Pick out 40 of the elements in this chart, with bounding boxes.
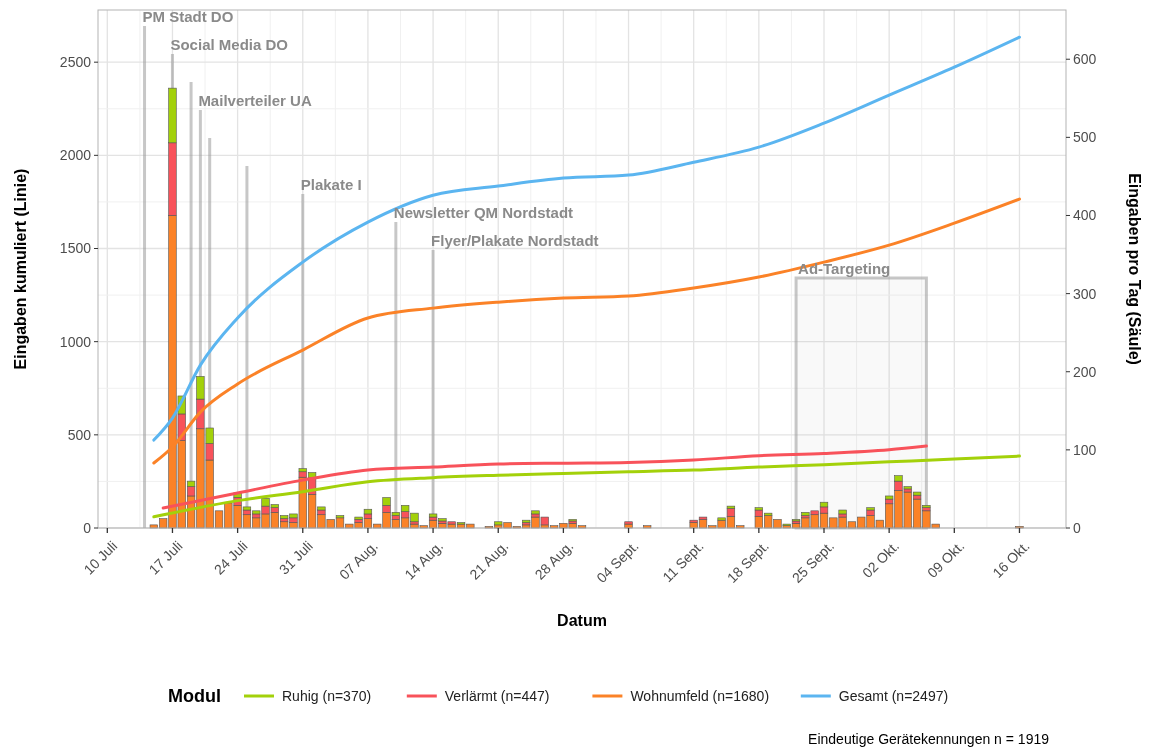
y2-tick-label: 200: [1073, 363, 1097, 380]
legend-label: Wohnumfeld (n=1680): [630, 688, 770, 704]
y-tick-label: 500: [67, 426, 92, 443]
ref-line-label: Newsletter QM Nordstadt: [393, 204, 574, 221]
x-axis-title: Datum: [557, 612, 607, 629]
y2-tick-label: 500: [1073, 129, 1097, 146]
x-tick-label: 14 Aug.: [401, 537, 447, 583]
legend-label: Verlärmt (n=447): [444, 688, 550, 704]
x-tick-label: 16 Okt.: [989, 537, 1033, 581]
y2-tick-label: 0: [1073, 519, 1081, 536]
ref-line-label: Mailverteiler UA: [198, 92, 312, 109]
y-tick-label: 1500: [59, 240, 92, 257]
x-tick-label: 31 Juli: [275, 537, 316, 578]
y-tick-label: 1000: [59, 333, 92, 350]
x-tick-label: 10 Juli: [80, 537, 121, 578]
y2-axis-title: Eingaben pro Tag (Säule): [1126, 173, 1143, 365]
x-tick-label: 24 Juli: [210, 537, 251, 578]
y2-tick-label: 300: [1073, 285, 1097, 302]
text: Eindeutige Gerätekennungen n = 1919: [808, 731, 1050, 747]
x-tick-label: 21 Aug.: [466, 537, 512, 583]
legend-title: Modul: [168, 686, 221, 706]
x-tick-label: 09 Okt.: [924, 537, 968, 581]
ref-line-label: Flyer/Plakate Nordstadt: [431, 232, 599, 249]
ref-line-label: PM Stadt DO: [142, 8, 234, 25]
y-tick-label: 2500: [59, 54, 92, 71]
ref-line-label: Plakate I: [300, 176, 362, 193]
y-tick-label: 0: [83, 519, 92, 536]
x-tick-label: 07 Aug.: [336, 537, 381, 583]
x-tick-label: 17 Juli: [145, 537, 186, 578]
y2-tick-label: 100: [1073, 441, 1097, 458]
y2-tick-label: 400: [1073, 207, 1097, 224]
x-tick-label: 28 Aug.: [531, 537, 577, 583]
y-tick-label: 2000: [59, 147, 92, 164]
legend-label: Ruhig (n=370): [282, 688, 372, 704]
legend-label: Gesamt (n=2497): [838, 688, 949, 704]
x-tick-label: 02 Okt.: [858, 537, 903, 581]
y-axis-title: Eingaben kumuliert (Linie): [12, 168, 29, 370]
ref-line-label: Social Media DO: [170, 36, 289, 53]
y2-tick-label: 600: [1073, 51, 1097, 68]
band-label: Ad-Targeting: [798, 260, 891, 277]
